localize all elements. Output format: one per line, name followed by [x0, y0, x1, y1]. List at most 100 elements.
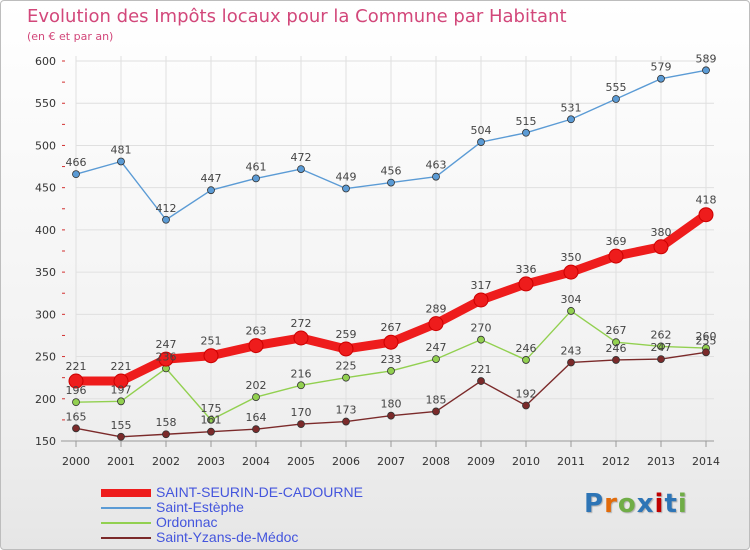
y-tick-label: 200 — [35, 393, 56, 406]
series-0-point — [473, 292, 489, 308]
series-1-data-label: 515 — [516, 115, 537, 128]
series-3-point — [612, 356, 620, 364]
series-1-point — [117, 157, 125, 166]
series-0-point — [203, 348, 219, 364]
series-1-point — [297, 165, 305, 173]
logo-letter: i — [677, 489, 688, 519]
series-3-data-label: 243 — [561, 344, 582, 357]
series-0-data-label: 272 — [291, 317, 312, 330]
series-3-data-label: 164 — [246, 411, 267, 424]
series-3-point — [117, 432, 125, 441]
series-3-data-label: 192 — [516, 388, 537, 401]
series-2-data-label: 270 — [471, 322, 492, 335]
series-0-point — [158, 351, 174, 367]
series-1-data-label: 461 — [246, 160, 267, 173]
series-1-point — [162, 215, 170, 224]
series-1-point — [387, 178, 395, 187]
series-2-point — [432, 355, 440, 363]
series-0-data-label: 289 — [426, 303, 447, 316]
x-tick-label: 2002 — [152, 455, 180, 468]
series-3-data-label: 221 — [471, 363, 492, 376]
series-3-point — [207, 427, 215, 436]
series-0-data-label: 317 — [471, 279, 492, 292]
series-2-data-label: 216 — [291, 367, 312, 380]
series-0-data-label: 221 — [66, 360, 87, 373]
data-label-layer: 466 481 412 447 461 472 449 456 463 504 515 531 555 5… — [66, 52, 717, 431]
series-2-point — [207, 415, 215, 424]
x-tick-label: 2006 — [332, 455, 360, 468]
x-tick-label: 2000 — [62, 455, 90, 468]
series-1-data-label: 504 — [471, 124, 492, 137]
series-3-data-label: 155 — [111, 419, 132, 432]
grid-layer — [75, 56, 714, 442]
series-3-point — [567, 358, 575, 367]
series-0-data-label: 350 — [561, 251, 582, 264]
legend-label: Saint-Estèphe — [156, 499, 244, 515]
series-3-data-label: 161 — [201, 414, 222, 427]
y-tick-label: 550 — [35, 97, 56, 110]
series-1-data-label: 555 — [606, 81, 627, 94]
series-3-point — [387, 411, 395, 420]
series-3-point — [477, 377, 485, 385]
series-1-point — [252, 174, 260, 183]
series-0-data-label: 267 — [381, 321, 402, 334]
series-2-point — [567, 307, 575, 315]
series-3-point — [522, 401, 530, 410]
legend-swatch — [101, 521, 151, 524]
x-tick-label: 2004 — [242, 455, 270, 468]
series-0-point — [518, 276, 534, 292]
x-tick-label: 2014 — [692, 455, 720, 468]
series-0-data-label: 259 — [336, 328, 357, 341]
x-tick-label: 2013 — [647, 455, 675, 468]
series-2-data-label: 175 — [201, 402, 222, 415]
y-tick-label: 250 — [35, 351, 56, 364]
series-0-point — [248, 338, 264, 354]
series-2-data-label: 260 — [696, 330, 717, 343]
series-0-data-label: 221 — [111, 360, 132, 373]
series-3-point — [657, 355, 665, 363]
series-2-point — [522, 356, 530, 364]
axis-layer: 150 200 250 300 350 400 450 500 550 600 2000 2001 20… — [35, 55, 720, 468]
series-3-point — [702, 348, 710, 357]
y-tick-label: 400 — [35, 224, 56, 237]
x-tick-label: 2012 — [602, 455, 630, 468]
series-0-point — [608, 248, 624, 264]
series-2-data-label: 304 — [561, 293, 582, 306]
logo-letter: P — [584, 489, 605, 519]
series-3-point — [162, 430, 170, 439]
series-0-data-label: 418 — [696, 194, 717, 207]
series-1-point — [72, 170, 80, 179]
series-0-point — [293, 330, 309, 346]
legend-label: Ordonnac — [156, 514, 218, 530]
chart-subtitle: (en € et par an) — [27, 30, 114, 43]
logo-letter: x — [636, 489, 655, 519]
series-1-data-label: 412 — [156, 202, 177, 215]
x-tick-label: 2010 — [512, 455, 540, 468]
series-1-point — [612, 95, 620, 103]
chart-title: Evolution des Impôts locaux pour la Comm… — [27, 6, 567, 27]
series-1-data-label: 481 — [111, 143, 132, 156]
series-0-data-label: 369 — [606, 235, 627, 248]
series-0-point — [113, 373, 129, 389]
series-0-data-label: 251 — [201, 335, 222, 348]
series-1-point — [207, 186, 215, 195]
series-2-point — [117, 397, 125, 406]
series-0-data-label: 380 — [651, 226, 672, 239]
legend-label: Saint-Yzans-de-Médoc — [156, 529, 299, 545]
series-1-data-label: 472 — [291, 151, 312, 164]
series-2-data-label: 262 — [651, 328, 672, 341]
x-tick-label: 2009 — [467, 455, 495, 468]
series-1-point — [477, 138, 485, 146]
series-3-data-label: 170 — [291, 406, 312, 419]
series-2-point — [252, 393, 260, 401]
series-1-data-label: 579 — [651, 61, 672, 74]
series-2-point — [342, 373, 350, 382]
series-0-point — [563, 264, 579, 280]
series-3-data-label: 158 — [156, 416, 177, 429]
y-tick-label: 300 — [35, 308, 56, 321]
series-2-data-label: 233 — [381, 353, 402, 366]
series-2-data-label: 246 — [516, 342, 537, 355]
series-3-data-label: 180 — [381, 398, 402, 411]
series-2-data-label: 196 — [66, 384, 87, 397]
